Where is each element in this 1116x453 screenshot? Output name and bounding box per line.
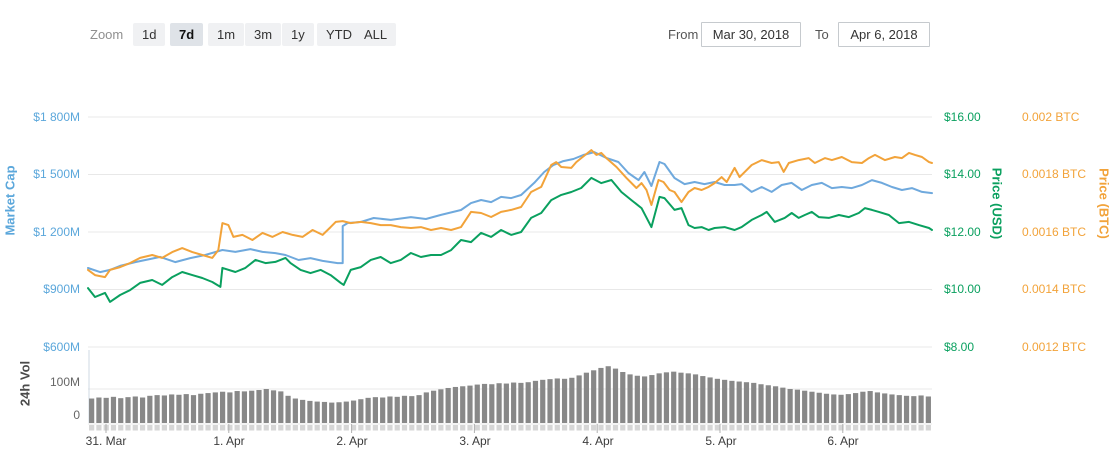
zoom-button-ytd[interactable]: YTD: [317, 23, 361, 46]
market-cap-axis-title: Market Cap: [2, 165, 18, 236]
price-btc-tick: 0.0016 BTC: [1022, 225, 1087, 239]
x-axis-label: 2. Apr: [336, 434, 368, 448]
price-usd-tick: $16.00: [944, 110, 981, 124]
x-axis-label: 1. Apr: [213, 434, 245, 448]
volume-tick: 100M: [49, 375, 80, 389]
zoom-button-all[interactable]: ALL: [355, 23, 397, 46]
price-usd-axis-title: Price (USD): [989, 167, 1005, 240]
market-cap-tick: $1 200M: [33, 225, 80, 239]
x-axis-label: 5. Apr: [705, 434, 737, 448]
market-cap-tick: $1 800M: [33, 110, 80, 124]
price-btc-tick: 0.0018 BTC: [1022, 167, 1087, 181]
x-axis-label: 31. Mar: [85, 434, 127, 448]
price-btc-tick: 0.002 BTC: [1022, 110, 1080, 124]
volume-axis-title: 24h Vol: [17, 360, 33, 407]
price-btc-axis-title: Price (BTC): [1096, 168, 1112, 239]
zoom-button-1y[interactable]: 1y: [282, 23, 314, 46]
x-axis-label: 4. Apr: [582, 434, 614, 448]
from-date-input[interactable]: [701, 22, 801, 47]
price-btc-tick: 0.0014 BTC: [1022, 282, 1087, 296]
x-axis-label: 6. Apr: [827, 434, 859, 448]
price-usd-tick: $8.00: [944, 340, 975, 354]
zoom-button-3m[interactable]: 3m: [245, 23, 282, 46]
zoom-button-1m[interactable]: 1m: [208, 23, 245, 46]
to-date-input[interactable]: [838, 22, 930, 47]
market-cap-tick: $900M: [43, 282, 80, 296]
price-usd-tick: $14.00: [944, 167, 981, 181]
price-usd-tick: $10.00: [944, 282, 981, 296]
chart-toolbar: Zoom 1d 7d 1m 3m 1y YTD ALL From To: [0, 0, 1116, 56]
volume-tick: 0: [73, 408, 80, 422]
price-usd-tick: $12.00: [944, 225, 981, 239]
market-cap-tick: $1 500M: [33, 167, 80, 181]
chart-canvas: [87, 116, 933, 433]
from-label: From: [668, 27, 699, 42]
zoom-label: Zoom: [90, 27, 124, 42]
to-label: To: [815, 27, 829, 42]
market-cap-tick: $600M: [43, 340, 80, 354]
price-btc-tick: 0.0012 BTC: [1022, 340, 1087, 354]
x-axis-label: 3. Apr: [459, 434, 491, 448]
chart-plot-area[interactable]: $1 800M $1 500M $1 200M $900M $600M 100M…: [0, 56, 1116, 453]
zoom-button-7d[interactable]: 7d: [170, 23, 204, 46]
zoom-button-1d[interactable]: 1d: [133, 23, 166, 46]
